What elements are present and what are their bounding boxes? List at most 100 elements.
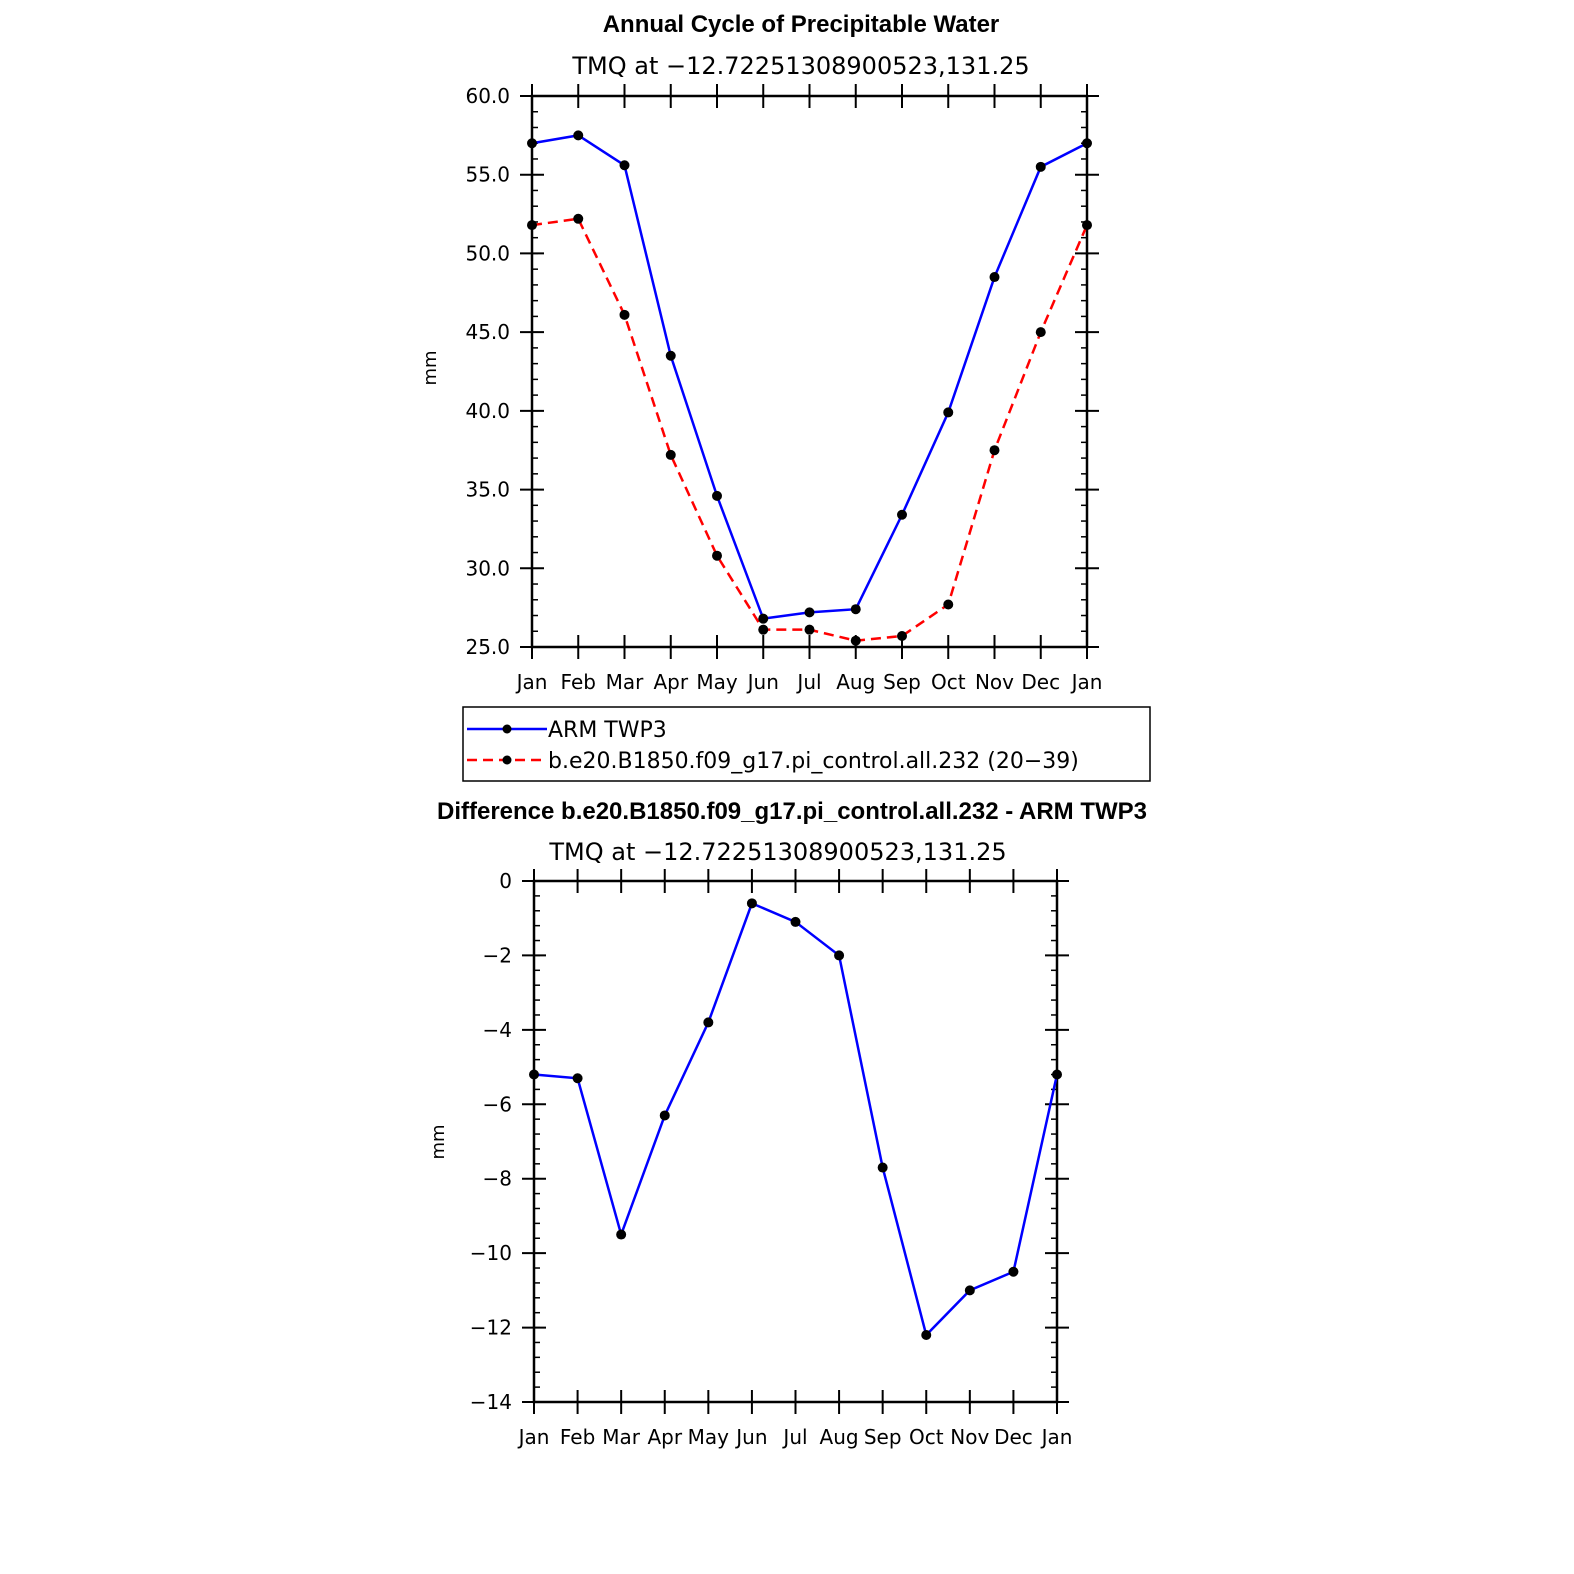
chart-2-series-0-point (746, 898, 757, 909)
chart-1-series-0-point (850, 604, 861, 615)
chart-2-xtick-label: Aug (820, 1425, 859, 1449)
chart-2-ytick-label: −14 (470, 1390, 512, 1414)
chart-2-series-0-point (659, 1110, 670, 1121)
chart-2-xtick-label: Apr (647, 1425, 682, 1449)
chart-2-series-0-point (790, 916, 801, 927)
chart-1-xtick-label: Mar (606, 670, 645, 694)
chart-1-xtick-label: Feb (561, 670, 596, 694)
legend: ARM TWP3 b.e20.B1850.f09_g17.pi_control.… (462, 706, 1151, 782)
chart-1-series-1-point (527, 220, 537, 231)
chart-1-ytick-label: 60.0 (465, 84, 510, 108)
chart-2-series-0-point (529, 1069, 539, 1080)
chart-1-xtick-label: Nov (975, 670, 1014, 694)
chart-2-ytick-label: −12 (470, 1316, 512, 1340)
chart-2-xtick-label: Dec (994, 1425, 1033, 1449)
chart-1-xtick-label: Oct (931, 670, 966, 694)
chart-1-series-0-point (943, 407, 954, 418)
chart-2-xtick-label: May (688, 1425, 730, 1449)
chart-1-ytick-label: 35.0 (465, 478, 510, 502)
chart-2-xtick-label: Sep (864, 1425, 902, 1449)
chart-2-series-0-point (703, 1017, 714, 1028)
chart-1-series-0-point (527, 138, 537, 149)
chart-1-series-0-point (619, 160, 630, 171)
chart-1-xtick-label: Sep (883, 670, 921, 694)
chart-2-series-0-point (877, 1162, 888, 1173)
chart-1-series-1-point (989, 445, 1000, 456)
chart-2-series-0-point (616, 1229, 627, 1240)
chart-1-series-1-point (943, 599, 954, 610)
difference-chart: Difference b.e20.B1850.f09_g17.pi_contro… (428, 798, 1147, 1449)
chart-1-ytick-label: 25.0 (465, 635, 510, 659)
chart-2-series-0-point (834, 950, 845, 961)
chart-2-xtick-label: Feb (560, 1425, 595, 1449)
chart-2-series-0-point (1008, 1266, 1019, 1277)
chart-1-series-1-point (758, 624, 769, 635)
legend-item-model: b.e20.B1850.f09_g17.pi_control.all.232 (… (467, 749, 1079, 774)
chart-1-subtitle: TMQ at −12.72251308900523,131.25 (571, 52, 1029, 80)
chart-1-series-1-point (897, 630, 907, 641)
chart-1-ytick-label: 55.0 (465, 163, 510, 187)
chart-2-title: Difference b.e20.B1850.f09_g17.pi_contro… (437, 798, 1147, 825)
chart-1-series-0-point (897, 509, 907, 520)
chart-1-series-0-point (1082, 138, 1092, 149)
chart-1-xtick-label: Dec (1021, 670, 1060, 694)
chart-1-ytick-label: 40.0 (465, 399, 510, 423)
chart-1-series-0-point (712, 490, 722, 501)
chart-2-ytick-label: −6 (483, 1092, 512, 1116)
chart-1-series-0-point (989, 272, 1000, 283)
chart-2-ytick-label: −10 (470, 1241, 512, 1265)
chart-2-series-0-point (1052, 1069, 1062, 1080)
chart-1-series-0-point (804, 607, 815, 618)
chart-2-xtick-label: Mar (602, 1425, 641, 1449)
legend-marker-arm-twp3 (502, 724, 512, 734)
chart-1-xtick-label: Apr (653, 670, 688, 694)
chart-1-ytick-label: 50.0 (465, 241, 510, 265)
chart-1-series-0-point (1035, 161, 1046, 172)
chart-1-series-1-point (619, 309, 630, 320)
chart-2-ytick-label: −8 (483, 1167, 512, 1191)
chart-2-xtick-label: Oct (909, 1425, 944, 1449)
legend-marker-model (502, 755, 512, 765)
chart-1-xtick-label: Jan (515, 670, 548, 694)
chart-1-xtick-label: May (696, 670, 738, 694)
chart-2-ylabel: mm (428, 1124, 449, 1159)
annual-cycle-chart: Annual Cycle of Precipitable Water TMQ a… (420, 11, 1151, 782)
chart-1-xtick-label: Aug (836, 670, 875, 694)
chart-2-ytick-label: 0 (499, 869, 512, 893)
chart-1-ytick-label: 30.0 (465, 556, 510, 580)
chart-1-series-1-point (804, 624, 815, 635)
chart-1-ytick-label: 45.0 (465, 320, 510, 344)
chart-1-series-0-point (758, 613, 769, 624)
legend-label-model: b.e20.B1850.f09_g17.pi_control.all.232 (… (548, 749, 1079, 774)
chart-1-series-0-point (573, 130, 584, 141)
chart-2-xtick-label: Jan (517, 1425, 550, 1449)
chart-1-xtick-label: Jan (1070, 670, 1103, 694)
chart-1-xtick-label: Jul (795, 670, 821, 694)
chart-2-plot-area: −14 −12 −10 −8 −6 −4 −2 0 Jan Feb Mar Apr May Jun Jul A… (470, 869, 1073, 1449)
chart-1-ylabel: mm (420, 350, 441, 385)
chart-1-series-1-point (665, 449, 676, 460)
legend-box (462, 706, 1151, 782)
chart-2-series-0-point (964, 1285, 975, 1296)
chart-2-ytick-label: −4 (483, 1018, 512, 1042)
chart-2-series-0-point (921, 1330, 932, 1341)
chart-2-subtitle: TMQ at −12.72251308900523,131.25 (548, 838, 1006, 866)
chart-2-series-0-point (572, 1073, 583, 1084)
chart-1-plot-area: 25.0 30.0 35.0 40.0 45.0 50.0 55.0 60.0 Jan Feb Ma… (465, 84, 1102, 694)
chart-2-xtick-label: Jul (781, 1425, 807, 1449)
chart-1-series-0-point (665, 350, 676, 361)
chart-1-series-1-point (573, 213, 584, 224)
chart-2-xtick-label: Jun (734, 1425, 767, 1449)
chart-1-series-1-point (712, 550, 722, 561)
chart-1-xtick-label: Jun (746, 670, 779, 694)
chart-2-xtick-label: Nov (950, 1425, 989, 1449)
chart-1-series-1-point (1082, 220, 1092, 231)
chart-1-series-1-point (850, 635, 861, 646)
chart-1-series-1-point (1035, 327, 1046, 338)
legend-item-arm-twp3: ARM TWP3 (467, 718, 667, 743)
legend-label-arm-twp3: ARM TWP3 (548, 718, 667, 743)
chart-2-ytick-label: −2 (483, 943, 512, 967)
chart-2-xtick-label: Jan (1040, 1425, 1073, 1449)
